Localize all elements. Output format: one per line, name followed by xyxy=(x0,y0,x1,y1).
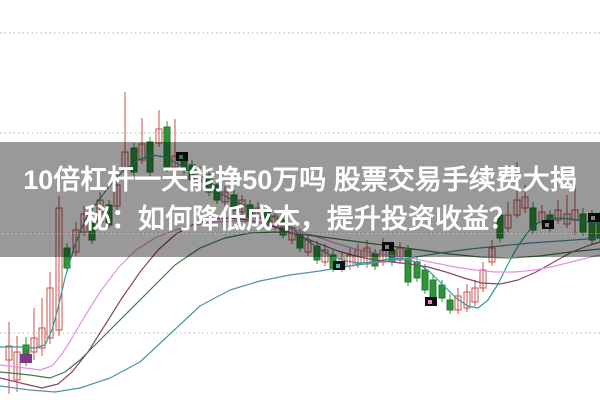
candle-body-up xyxy=(463,291,471,309)
candle-body-up xyxy=(396,247,404,261)
candle-body-up xyxy=(155,128,163,144)
ma-pink-line xyxy=(0,220,600,371)
candle-body-down xyxy=(496,214,504,239)
candle-body-down xyxy=(404,249,412,283)
candle-body-up xyxy=(321,249,329,263)
candle-body-up xyxy=(479,269,487,289)
candle-body-up xyxy=(504,214,512,229)
candle-body-down xyxy=(446,299,454,311)
candle-body-up xyxy=(80,213,88,233)
candle-body-down xyxy=(579,213,587,233)
event-marker-glyph xyxy=(336,264,340,268)
candle-body-up xyxy=(30,337,38,353)
candle-body-up xyxy=(454,295,462,311)
candle-body-up xyxy=(513,199,521,216)
ma-maroon-line xyxy=(0,217,600,389)
candle-body-down xyxy=(88,219,96,241)
candle-body-up xyxy=(46,287,54,339)
candle-body-up xyxy=(254,207,262,219)
candle-body-up xyxy=(488,247,496,263)
candle-body-up xyxy=(72,229,80,253)
gridline-echo xyxy=(0,233,600,234)
event-marker-glyph xyxy=(23,357,27,361)
event-marker-glyph xyxy=(385,245,389,249)
event-marker-glyph xyxy=(179,155,183,159)
event-marker-glyph xyxy=(545,223,549,227)
candle-body-down xyxy=(421,269,429,291)
ma-dark-green-line xyxy=(0,231,600,379)
candle-body-up xyxy=(471,287,479,303)
candle-body-down xyxy=(163,126,171,169)
candle-body-down xyxy=(105,204,113,226)
headline-line-2: 秘：如何降低成本，提升投资收益？ xyxy=(84,203,516,234)
candle-body-down xyxy=(596,217,600,239)
candle-body-down xyxy=(529,207,537,231)
candle-body-down xyxy=(22,344,30,355)
ma-slow-steel-line xyxy=(0,237,600,393)
candle-body-down xyxy=(438,284,446,299)
headline-overlay: 10倍杠杆一天能挣50万吗 股票交易手续费大揭 秘：如何降低成本，提升投资收益？ xyxy=(0,142,600,257)
candle-body-up xyxy=(521,196,529,209)
candle-body-down xyxy=(313,245,321,261)
candle-body-up xyxy=(113,184,121,207)
candle-body-down xyxy=(130,147,138,173)
event-marker-glyph xyxy=(591,216,595,220)
candle-body-down xyxy=(246,204,254,219)
candle-body-up xyxy=(271,215,279,227)
headline-line-1: 10倍杠杆一天能挣50万吗 股票交易手续费大揭 xyxy=(23,164,577,195)
event-marker-glyph xyxy=(428,300,432,304)
candle-body-up xyxy=(304,239,312,253)
candle-body-up xyxy=(5,345,13,361)
candle-body-up xyxy=(554,209,562,221)
candle-body-up xyxy=(55,207,63,331)
candle-body-up xyxy=(138,143,146,161)
candle-body-down xyxy=(63,247,71,269)
candle-body-up xyxy=(38,327,46,349)
candle-body-up xyxy=(96,199,104,223)
candle-body-up xyxy=(171,155,179,168)
candle-body-up xyxy=(13,351,21,381)
